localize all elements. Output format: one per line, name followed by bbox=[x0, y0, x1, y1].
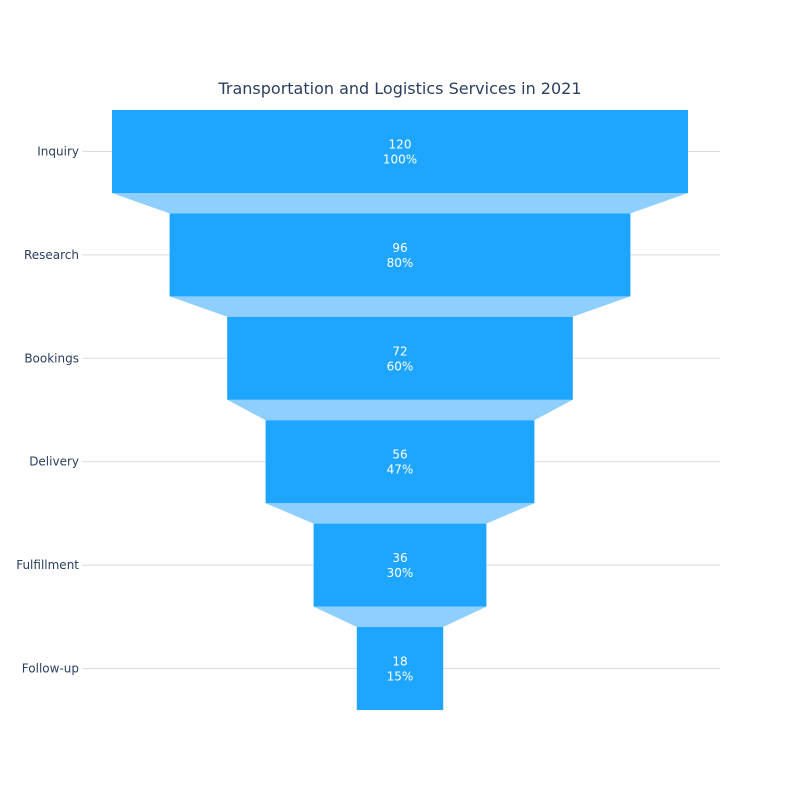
bar-value-label: 120 bbox=[389, 138, 412, 152]
category-label: Delivery bbox=[29, 455, 79, 469]
category-labels: Inquiry Research Bookings Delivery Fulfillme… bbox=[16, 145, 79, 676]
funnel-connector bbox=[265, 503, 535, 524]
bar-percent-label: 30% bbox=[387, 566, 414, 580]
funnel-bar-bookings[interactable] bbox=[227, 316, 573, 400]
category-label: Research bbox=[24, 248, 79, 262]
funnel-bar-follow-up[interactable] bbox=[356, 627, 444, 710]
funnel-bar-fulfillment[interactable] bbox=[313, 523, 487, 607]
funnel-connectors bbox=[112, 193, 688, 627]
bar-percent-label: 47% bbox=[387, 463, 414, 477]
category-label: Bookings bbox=[24, 351, 79, 365]
chart-title: Transportation and Logistics Services in… bbox=[217, 79, 581, 98]
funnel-connector bbox=[169, 296, 631, 317]
funnel-bar-research[interactable] bbox=[169, 213, 631, 297]
funnel-bars bbox=[112, 110, 688, 710]
funnel-bar-inquiry[interactable] bbox=[112, 110, 688, 193]
bar-value-label: 18 bbox=[392, 655, 407, 669]
funnel-connector bbox=[313, 606, 487, 627]
bar-percent-label: 100% bbox=[383, 153, 417, 167]
bar-percent-label: 15% bbox=[387, 670, 414, 684]
funnel-bar-delivery[interactable] bbox=[265, 420, 535, 504]
bar-value-label: 56 bbox=[392, 448, 407, 462]
bar-percent-label: 60% bbox=[387, 359, 414, 373]
category-label: Inquiry bbox=[37, 145, 79, 159]
bar-value-label: 96 bbox=[392, 241, 407, 255]
bar-value-label: 72 bbox=[392, 344, 407, 358]
category-label: Fulfillment bbox=[16, 558, 79, 572]
bar-value-label: 36 bbox=[392, 551, 407, 565]
funnel-connector bbox=[112, 193, 688, 214]
funnel-connector bbox=[227, 399, 573, 421]
bar-percent-label: 80% bbox=[387, 256, 414, 270]
category-label: Follow-up bbox=[22, 662, 79, 676]
